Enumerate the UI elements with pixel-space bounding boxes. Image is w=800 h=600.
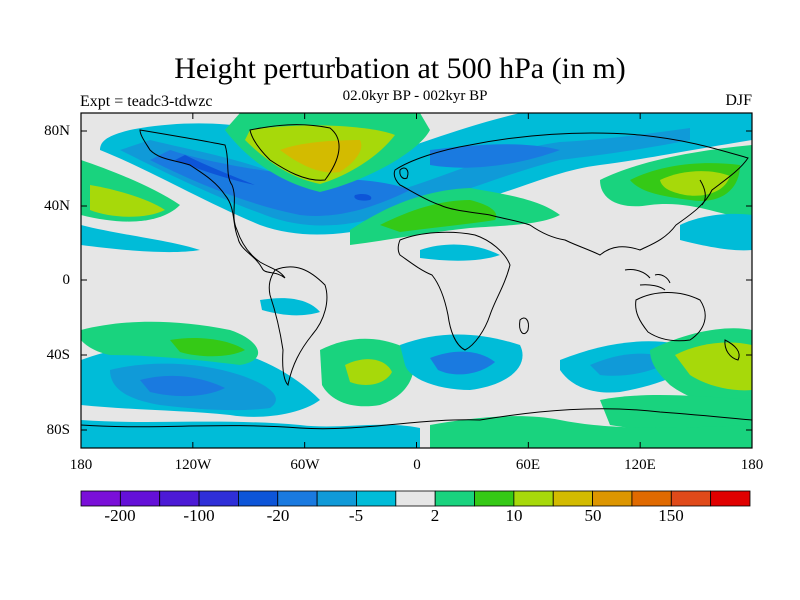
coast-north-america: [139, 129, 286, 279]
y-tick-label: 40N: [44, 198, 70, 214]
colorbar: [80, 490, 751, 507]
x-tick-label: 60E: [515, 457, 541, 473]
x-tick-label: 180: [740, 457, 764, 473]
coast-africa: [397, 231, 511, 351]
colorbar-swatch: [474, 490, 515, 507]
y-tick-label: 40S: [46, 347, 70, 363]
x-tick-label: 180: [69, 457, 93, 473]
map-ticks: [80, 113, 753, 448]
colorbar-swatch: [513, 490, 554, 507]
colorbar-label: 10: [505, 506, 523, 525]
colorbar-swatch: [670, 490, 712, 507]
contour-negative-south-atlantic-core: [430, 351, 495, 375]
contour-positive-npacific-core: [90, 185, 165, 217]
colorbar-swatch: [395, 490, 436, 507]
colorbar-swatch: [710, 490, 751, 507]
season-label: DJF: [725, 92, 752, 109]
period-label: 02.0kyr BP - 002kyr BP: [342, 88, 488, 104]
contour-positive-south-pacific-core: [170, 338, 245, 357]
colorbar-label: -20: [266, 506, 290, 525]
coast-eurasia: [393, 132, 749, 256]
colorbar-swatch: [159, 490, 200, 507]
y-tick-label: 80N: [44, 123, 70, 139]
colorbar-label: -5: [348, 506, 364, 525]
x-tick-label: 60W: [290, 457, 320, 473]
contour-positive-greenland-core: [280, 140, 362, 173]
coast-greenland: [249, 124, 340, 181]
colorbar-swatch: [356, 490, 397, 507]
contour-positive-europe-core: [380, 200, 497, 232]
y-tick-label: 0: [62, 272, 71, 288]
contour-negative-south-pacific-core: [140, 375, 225, 397]
contour-fields: [81, 113, 752, 448]
contour-positive-antarctic: [430, 416, 752, 448]
colorbar-swatch: [434, 490, 475, 507]
coast-madagascar: [519, 317, 529, 335]
contour-positive-south-indian: [600, 395, 752, 433]
colorbar-swatch: [80, 490, 121, 507]
contour-positive-newzealand-mid: [675, 342, 752, 391]
coast-new-zealand: [724, 339, 740, 361]
x-tick-label: 120W: [174, 457, 212, 473]
coast-japan: [699, 179, 706, 206]
colorbar-label: 50: [584, 506, 602, 525]
contour-negative-npacific: [81, 225, 200, 253]
colorbar-swatch: [119, 490, 161, 507]
coast-uk: [399, 167, 409, 179]
coast-indonesia: [624, 269, 671, 291]
experiment-label: Expt = teadc3-tdwzc: [80, 93, 213, 110]
y-tick-label: 80S: [46, 422, 70, 438]
colorbar-swatch: [277, 490, 318, 507]
colorbar-swatch: [238, 490, 279, 507]
colorbar-swatch: [592, 490, 633, 507]
colorbar-swatch: [316, 490, 357, 507]
contour-negative-antarctic: [81, 420, 420, 448]
coast-south-america: [268, 266, 328, 387]
contour-negative-africa: [420, 244, 500, 261]
colorbar-swatch: [631, 490, 672, 507]
colorbar-swatch: [552, 490, 593, 507]
contour-positive-south-atlantic-core: [345, 359, 392, 385]
x-tick-label: 120E: [624, 457, 656, 473]
colorbar-swatch: [198, 490, 239, 507]
coast-antarctica: [81, 408, 752, 430]
colorbar-label: -200: [104, 506, 136, 525]
colorbar-label: 150: [658, 506, 684, 525]
coastlines: [81, 124, 752, 430]
colorbar-label: -100: [183, 506, 215, 525]
contour-negative-asia-east: [680, 213, 752, 251]
colorbar-label: 2: [430, 506, 440, 525]
coast-australia: [635, 292, 706, 342]
chart-title: Height perturbation at 500 hPa (in m): [174, 52, 626, 85]
x-tick-label: 0: [413, 457, 421, 473]
